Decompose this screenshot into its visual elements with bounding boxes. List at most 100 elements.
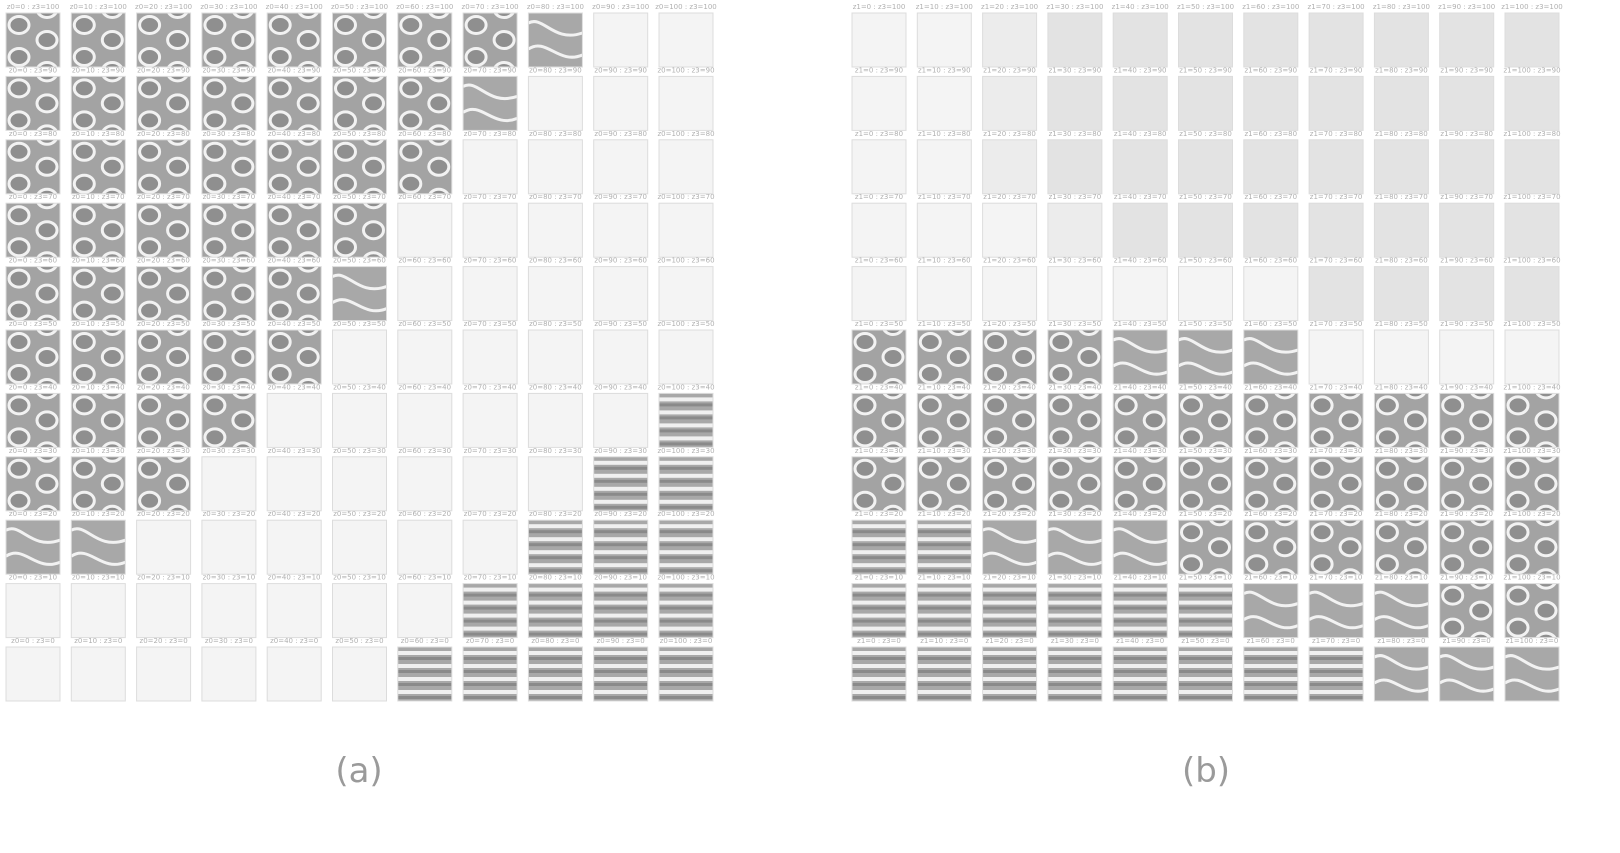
- ring: [166, 473, 190, 494]
- thumb-border: [136, 646, 192, 702]
- thumb-bg: [397, 393, 452, 448]
- thumb-border: [1308, 266, 1364, 322]
- thumb-border: [1373, 139, 1429, 195]
- thumb-bg: [852, 139, 906, 194]
- ring: [881, 347, 905, 367]
- thumbnail: [593, 520, 648, 575]
- thumbnail: [397, 520, 452, 575]
- ring: [296, 283, 320, 304]
- thumb-bg: [852, 76, 906, 131]
- ring: [138, 237, 162, 258]
- ring: [918, 364, 942, 384]
- ring: [882, 456, 904, 463]
- thumbnail: [1243, 139, 1298, 194]
- thumb-label: z1=50 : z3=20: [1179, 510, 1232, 518]
- thumb-label: z1=30 : z3=80: [1049, 130, 1102, 138]
- thumb-border: [593, 329, 649, 385]
- thumb-border: [982, 392, 1038, 448]
- thumb-border: [1243, 266, 1299, 322]
- thumbnail: [982, 393, 1037, 448]
- stripe-dark: [1243, 683, 1298, 686]
- ring: [100, 30, 124, 50]
- thumb-bg: [1178, 203, 1233, 258]
- stripe: [1178, 613, 1233, 618]
- thumb-border: [1308, 12, 1364, 68]
- ring: [1077, 410, 1101, 431]
- thumb-border: [462, 583, 518, 639]
- thumb-label: z0=60 : z3=60: [398, 257, 451, 265]
- stripe: [1243, 651, 1298, 655]
- thumbnail: [1309, 76, 1364, 131]
- thumbnail: [1243, 393, 1298, 448]
- thumb-border: [1047, 12, 1103, 68]
- thumb-label: z1=100 : z3=100: [1501, 3, 1563, 11]
- thumb-border: [462, 392, 518, 448]
- thumb-border: [1243, 646, 1299, 702]
- ring: [1013, 504, 1035, 511]
- thumb-bg: [593, 393, 648, 448]
- thumb-border: [1439, 583, 1495, 639]
- ring: [232, 187, 254, 194]
- thumbnail: [982, 583, 1037, 638]
- ring: [362, 187, 385, 194]
- thumbnail: [6, 330, 60, 384]
- stripe-dark: [852, 632, 906, 636]
- thumbnail: [463, 203, 518, 258]
- thumb-label: z0=100 : z3=70: [657, 193, 714, 201]
- thumb-border: [397, 266, 453, 322]
- thumb-label: z0=70 : z3=20: [464, 510, 517, 518]
- thumb-label: z1=80 : z3=90: [1375, 66, 1428, 74]
- thumb-label: z1=20 : z3=80: [983, 130, 1036, 138]
- stripe: [1178, 664, 1233, 668]
- thumb-border: [851, 456, 907, 512]
- stripe-dark: [463, 696, 518, 699]
- stripe-dark: [1047, 619, 1102, 623]
- thumb-label: z1=50 : z3=10: [1179, 574, 1232, 582]
- thumb-border: [1112, 392, 1168, 448]
- thumb-border: [70, 75, 126, 131]
- ring: [918, 332, 942, 352]
- thumbnail: [1505, 13, 1559, 67]
- ring: [984, 458, 1008, 479]
- thumb-label: z0=70 : z3=30: [464, 447, 517, 455]
- thumb-label: z1=100 : z3=90: [1503, 66, 1560, 74]
- ring: [362, 156, 385, 177]
- thumb-label: z0=30 : z3=60: [203, 257, 256, 265]
- stripe-dark: [463, 593, 518, 597]
- ring: [36, 378, 58, 384]
- stripe-dark: [1243, 696, 1298, 699]
- ring: [1310, 522, 1334, 543]
- thumb-label: z1=100 : z3=20: [1503, 510, 1560, 518]
- stripe-dark: [917, 696, 972, 699]
- ring: [1245, 490, 1269, 511]
- thumbnail: [1439, 456, 1494, 511]
- thumb-border: [1112, 75, 1168, 131]
- thumb-label: z1=50 : z3=30: [1179, 447, 1232, 455]
- thumb-border: [527, 392, 583, 448]
- ring: [853, 458, 877, 479]
- ring: [35, 347, 59, 367]
- stripe: [982, 587, 1037, 592]
- wave: [71, 551, 126, 566]
- ring: [1078, 378, 1100, 384]
- thumbnail: [528, 583, 583, 638]
- stripe: [659, 473, 713, 478]
- thumb-border: [1373, 266, 1429, 322]
- thumbnail: [917, 583, 972, 638]
- thumb-label: z1=60 : z3=50: [1244, 320, 1297, 328]
- thumbnail: [982, 13, 1037, 67]
- stripe: [593, 613, 648, 618]
- ring: [203, 141, 227, 162]
- thumb-label: z1=20 : z3=30: [983, 447, 1036, 455]
- thumb-border: [982, 583, 1038, 639]
- stripe-dark: [1309, 657, 1364, 660]
- thumb-bg: [1113, 203, 1168, 258]
- thumbnail: [332, 647, 387, 701]
- ring: [297, 13, 319, 19]
- stripe: [528, 626, 583, 631]
- thumb-border: [397, 392, 453, 448]
- thumb-label: z1=70 : z3=90: [1310, 66, 1363, 74]
- thumb-border: [70, 583, 126, 639]
- wave: [1113, 361, 1168, 376]
- stripe-dark: [1047, 683, 1102, 686]
